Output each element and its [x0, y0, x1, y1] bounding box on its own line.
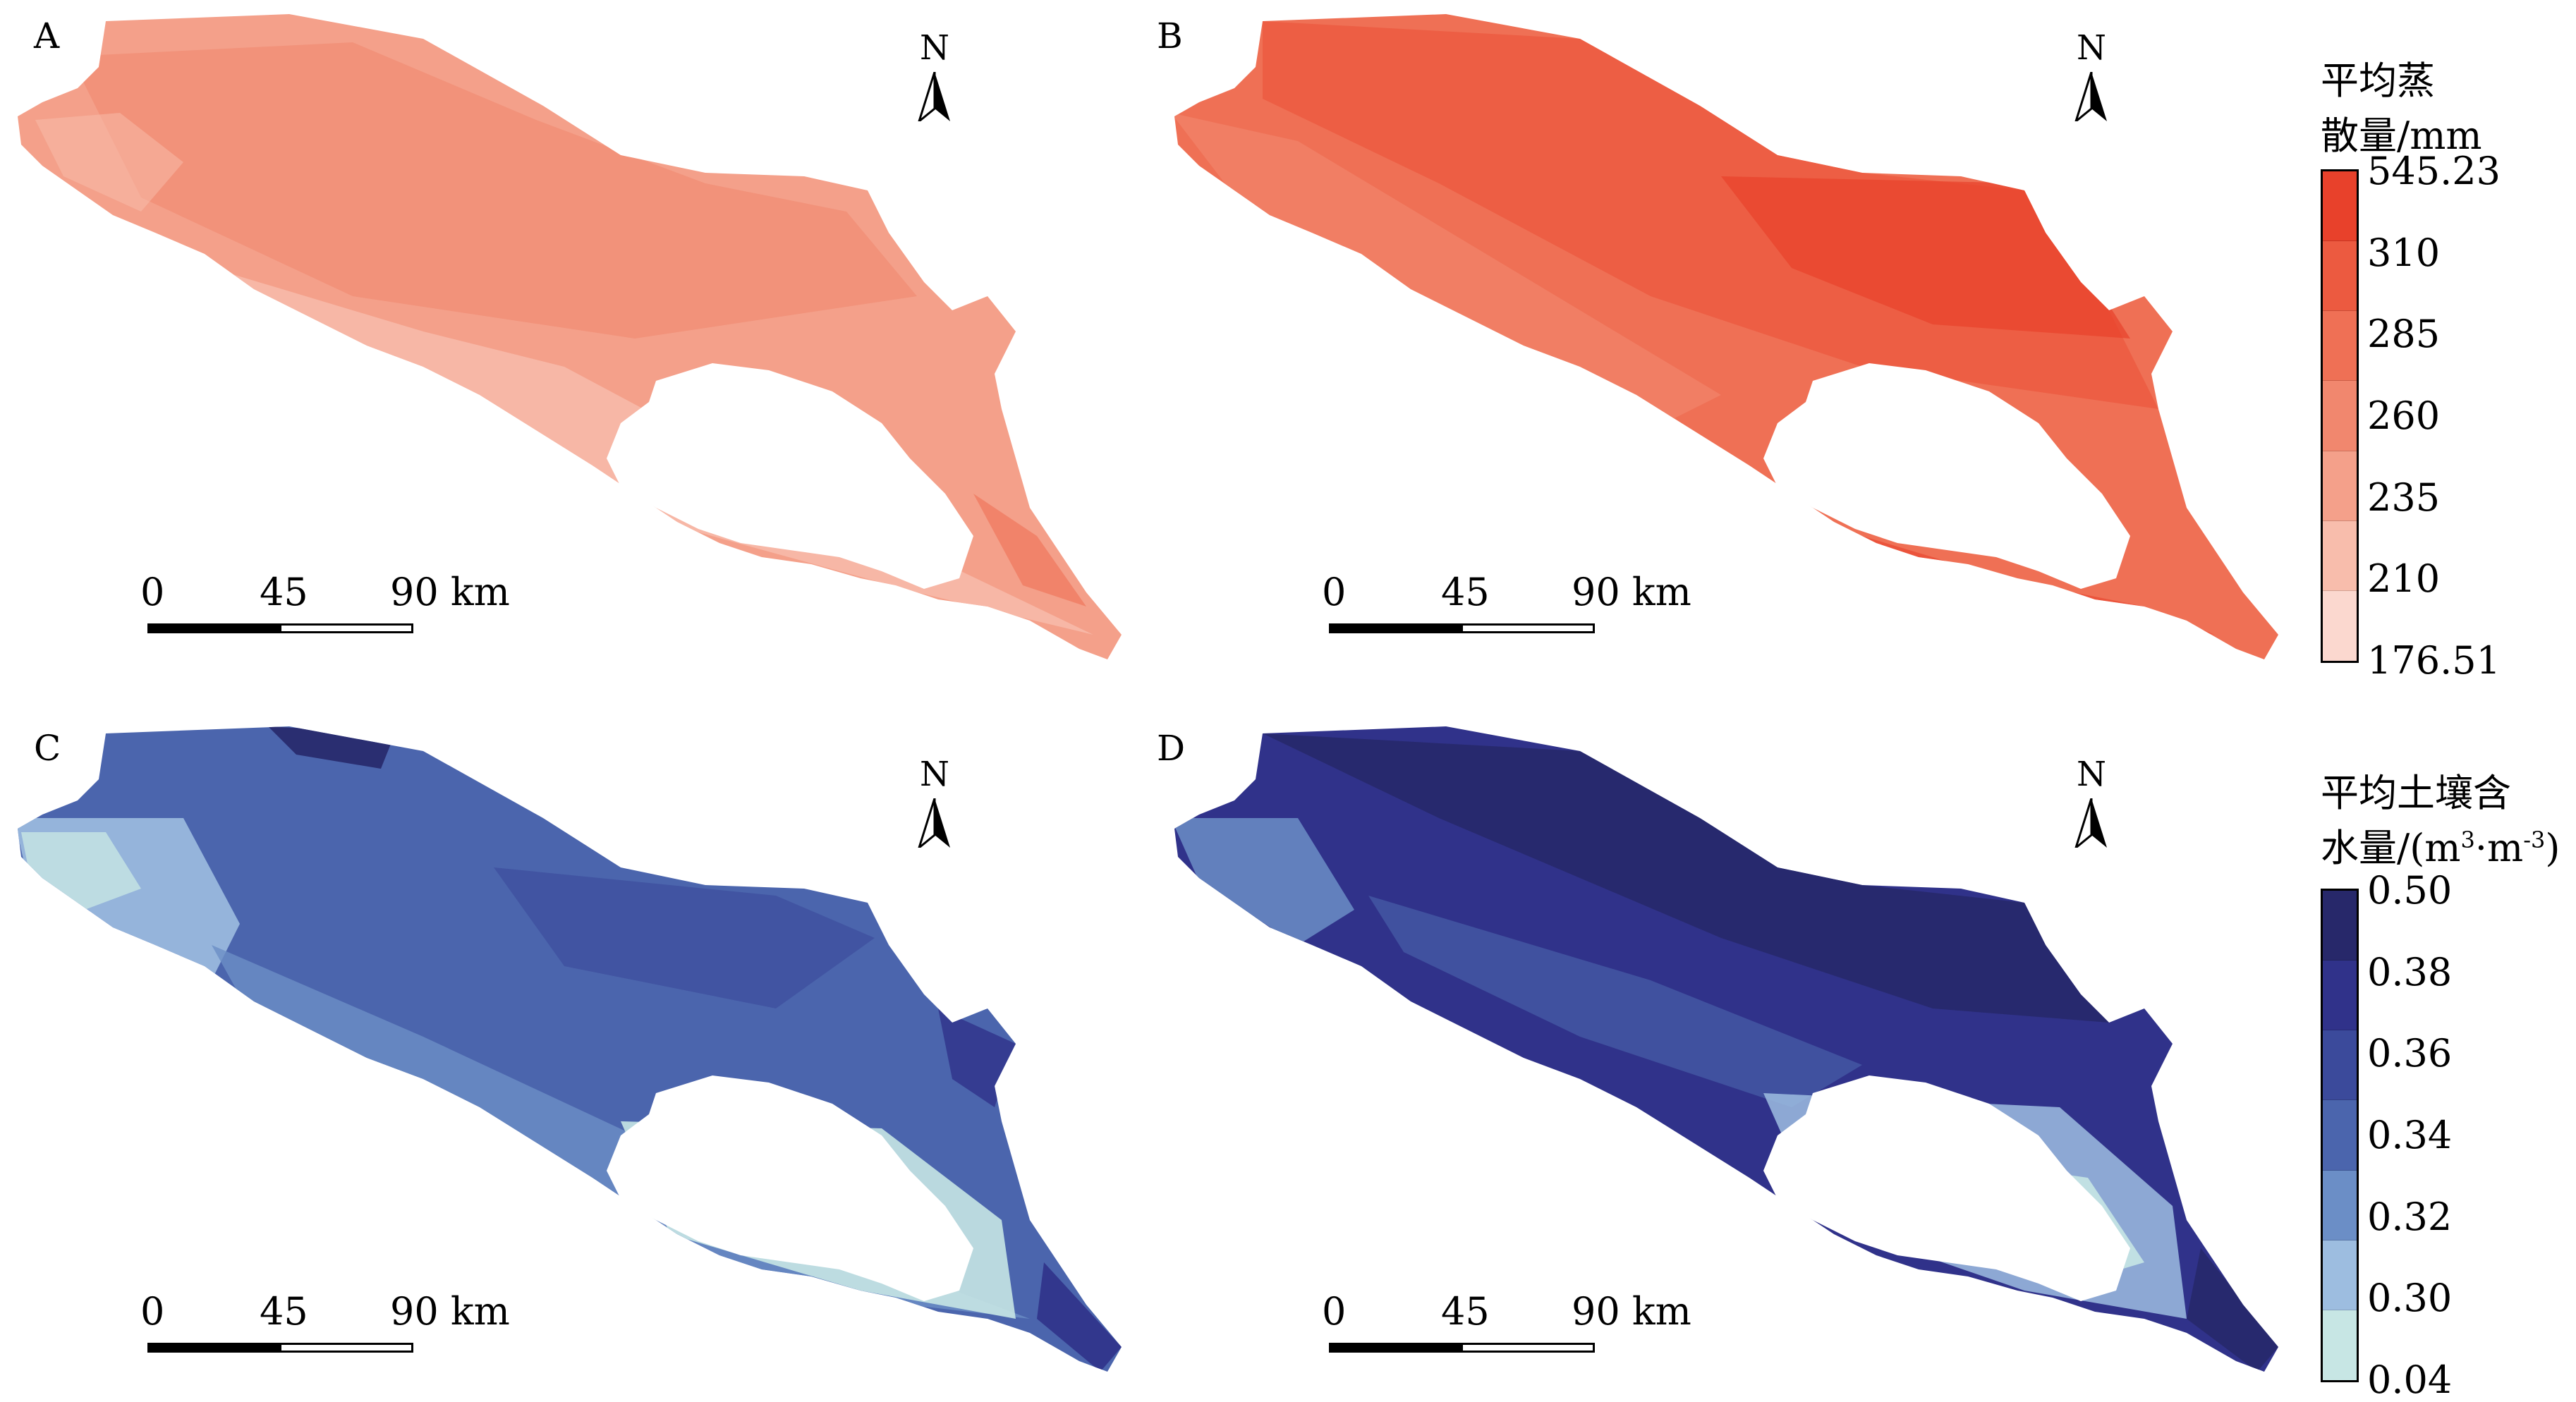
north-arrow: N: [906, 28, 963, 127]
north-arrow-icon: [918, 72, 950, 121]
legend-color-swatch: [2323, 1310, 2357, 1380]
legend-value-label: 310: [2367, 230, 2441, 275]
north-arrow-icon: [2074, 72, 2107, 121]
legend-value-label: 176.51: [2367, 638, 2501, 683]
legend-color-swatch: [2323, 451, 2357, 521]
panel-letter: C: [34, 728, 61, 769]
north-label: N: [920, 28, 949, 68]
north-arrow: N: [2063, 28, 2120, 127]
panel-letter: A: [34, 16, 60, 56]
legend-title-part: ·m: [2474, 826, 2524, 870]
legend-title-sup: -3: [2523, 827, 2546, 853]
legend-soil-moisture: 平均土壤含 水量/(m3·m-3) 0.50 0.38 0.36 0.34 0.32 0.…: [2321, 762, 2575, 1402]
basin-map: [18, 14, 1122, 659]
scale-tick-label: 90 km: [1572, 570, 1691, 614]
legend-title-sup: 3: [2460, 827, 2475, 853]
legend-color-swatch: [2323, 1240, 2357, 1310]
north-label: N: [920, 755, 949, 794]
legend-title-part: 水量/(m: [2321, 826, 2461, 870]
legend-color-swatch: [2323, 961, 2357, 1031]
legend-color-swatch: [2323, 381, 2357, 451]
scale-bar: 0 45 90 km: [130, 570, 510, 633]
scale-bar: 0 45 90 km: [1312, 570, 1691, 633]
scale-tick-label: 90 km: [1572, 1289, 1691, 1334]
legend-color-swatch: [2323, 1100, 2357, 1171]
legend-evapotranspiration: 平均蒸 散量/mm 545.23 310 285 260 235 210 176.51: [2321, 49, 2575, 683]
legend-color-swatch: [2323, 1030, 2357, 1101]
legend-value-label: 0.50: [2367, 868, 2453, 913]
legend-color-swatch: [2323, 311, 2357, 382]
panel-d: D N 0 45 90 km: [1157, 712, 2299, 1394]
north-arrow-icon: [918, 798, 950, 848]
scale-bar: 0 45 90 km: [130, 1289, 510, 1353]
legend-value-label: 210: [2367, 556, 2441, 602]
scale-tick-label: 45: [1441, 570, 1490, 614]
legend-title: 平均土壤含: [2321, 771, 2511, 815]
legend-value-label: 0.32: [2367, 1194, 2453, 1239]
legend-value-label: 260: [2367, 394, 2441, 438]
legend-title: 散量/mm: [2321, 114, 2482, 158]
legend-value-label: 0.30: [2367, 1276, 2453, 1321]
scale-tick-label: 90 km: [390, 570, 510, 614]
north-label: N: [2077, 755, 2106, 794]
scale-tick-label: 0: [140, 570, 165, 614]
scale-bar-segment: [279, 1343, 413, 1353]
legend-color-swatch: [2323, 590, 2357, 661]
scale-bar-segment: [1461, 623, 1595, 633]
legend-title: 水量/(m3·m-3): [2321, 817, 2560, 872]
north-arrow: N: [906, 755, 963, 853]
legend-color-bar: [2321, 889, 2359, 1382]
legend-color-swatch: [2323, 1170, 2357, 1241]
scale-bar-segment: [147, 1343, 281, 1353]
scale-bar-segment: [1329, 1343, 1463, 1353]
legend-value-label: 285: [2367, 312, 2441, 357]
scale-bar-segment: [1461, 1343, 1595, 1353]
scale-bar-segment: [147, 623, 281, 633]
legend-value-label: 0.36: [2367, 1031, 2453, 1076]
legend-color-swatch: [2323, 171, 2357, 242]
scale-bar-segment: [1329, 623, 1463, 633]
legend-value-label: 0.04: [2367, 1358, 2453, 1402]
panel-letter: B: [1157, 16, 1183, 56]
legend-value-label: 0.38: [2367, 949, 2453, 994]
scale-tick-label: 45: [260, 570, 308, 614]
north-arrow: N: [2063, 755, 2120, 853]
panel-a: A N 0 45 90 km: [0, 0, 1143, 691]
scale-bar: 0 45 90 km: [1312, 1289, 1691, 1353]
legend-value-label: 545.23: [2367, 149, 2501, 193]
legend-value-label: 235: [2367, 475, 2441, 520]
legend-color-swatch: [2323, 520, 2357, 591]
panel-b: B N 0 45 90 km: [1157, 0, 2299, 691]
scale-bar-segment: [279, 623, 413, 633]
scale-tick-label: 45: [1441, 1289, 1490, 1334]
scale-tick-label: 45: [260, 1289, 308, 1334]
legend-color-swatch: [2323, 891, 2357, 961]
north-arrow-icon: [2074, 798, 2107, 848]
legend-color-bar: [2321, 169, 2359, 663]
legend-color-swatch: [2323, 241, 2357, 312]
legend-title-part: ): [2545, 826, 2560, 870]
legend-title: 平均蒸: [2321, 59, 2435, 103]
scale-tick-label: 0: [1322, 570, 1347, 614]
scale-tick-label: 0: [1322, 1289, 1347, 1334]
scale-tick-label: 90 km: [390, 1289, 510, 1334]
legend-value-label: 0.34: [2367, 1113, 2453, 1157]
north-label: N: [2077, 28, 2106, 68]
panel-c: C N 0 45 90 km: [0, 712, 1143, 1394]
basin-map: [1174, 14, 2278, 659]
scale-tick-label: 0: [140, 1289, 165, 1334]
panel-letter: D: [1157, 728, 1186, 769]
